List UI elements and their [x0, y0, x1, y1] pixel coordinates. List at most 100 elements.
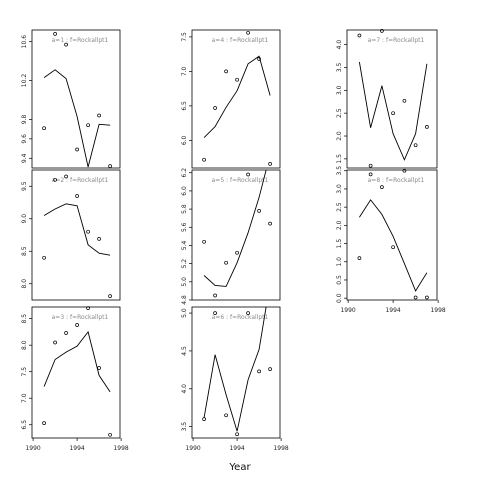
- x-tick-label: 1994: [385, 307, 400, 314]
- series-line: [203, 307, 267, 432]
- data-point: [75, 194, 79, 198]
- data-point: [246, 30, 250, 35]
- data-point: [380, 185, 384, 189]
- panel-1: a=1 : f=Rockallpt1 9.4 9.6 9.8 10.2 10.6: [21, 29, 121, 169]
- data-point: [86, 123, 90, 128]
- y-tick-label: 4.8: [181, 295, 188, 305]
- panel-title: a=7 : f=Rockallpt1: [368, 37, 425, 44]
- data-point: [64, 42, 68, 47]
- y-tick-label: 8.5: [21, 314, 28, 324]
- data-point: [53, 177, 57, 182]
- panel-title: a=3 : f=Rockallpt1: [52, 314, 109, 321]
- y-tick-label: 9.0: [21, 214, 28, 224]
- y-tick-label: 3.5: [336, 166, 343, 176]
- data-point: [235, 77, 239, 82]
- y-tick-label: 5.4: [181, 241, 188, 251]
- data-point: [357, 33, 362, 38]
- y-tick-label: 5.0: [181, 277, 188, 287]
- data-point: [202, 239, 206, 244]
- y-tick-label: 5.0: [181, 308, 188, 318]
- data-point: [86, 229, 90, 234]
- panel-frame: [346, 29, 438, 169]
- data-point: [75, 323, 79, 327]
- series-line: [43, 330, 111, 393]
- y-tick-label: 2.5: [336, 202, 343, 212]
- panel-title: a=8 : f=Rockallpt1: [368, 177, 425, 184]
- data-point: [402, 168, 407, 173]
- series-line: [203, 170, 267, 287]
- panel-frame: [31, 29, 121, 169]
- x-tick-label: 1994: [69, 445, 84, 452]
- data-point: [268, 367, 272, 371]
- chart-panels: a=1 : f=Rockallpt1 9.4 9.6 9.8 10.2 10.6 a=2 :…: [21, 29, 446, 452]
- data-point: [97, 366, 101, 370]
- data-point: [53, 32, 57, 36]
- data-point: [268, 221, 272, 226]
- panel-7: a=7 : f=Rockallpt1 1.5 2.0 2.5 3.0 3.5 4.0: [336, 29, 438, 169]
- data-point: [202, 157, 206, 162]
- y-tick-label: 8.0: [21, 340, 28, 350]
- y-tick-label: 4.0: [336, 40, 343, 50]
- y-tick-label: 0.0: [336, 293, 343, 303]
- y-tick-label: 9.5: [21, 181, 28, 191]
- panel-8: a=8 : f=Rockallpt1 0.0 0.5 1.0 1.5 2.0 2.5 3.0 3…: [336, 166, 446, 314]
- y-tick-label: 8.5: [21, 246, 28, 256]
- y-tick-label: 1.5: [336, 154, 343, 164]
- y-tick-label: 6.0: [181, 135, 188, 145]
- series-line: [43, 69, 111, 168]
- data-point: [97, 237, 101, 241]
- y-tick-label: 7.0: [181, 66, 188, 76]
- y-tick-label: 7.5: [21, 367, 28, 377]
- series-line: [43, 203, 111, 256]
- data-point: [213, 106, 217, 110]
- data-point: [235, 432, 239, 437]
- x-tick-label: 1990: [185, 445, 200, 452]
- data-point: [257, 209, 261, 213]
- y-tick-label: 5.8: [181, 204, 188, 214]
- y-tick-label: 6.5: [181, 101, 188, 111]
- data-point: [402, 98, 407, 103]
- data-point: [257, 57, 261, 61]
- data-point: [42, 421, 46, 425]
- data-point: [235, 250, 239, 255]
- y-tick-label: 6.0: [181, 186, 188, 196]
- y-tick-label: 2.0: [336, 220, 343, 230]
- data-point: [108, 164, 112, 168]
- x-tick-label: 1998: [273, 445, 288, 452]
- panel-title: a=2 : f=Rockallpt1: [52, 177, 109, 184]
- data-point: [42, 126, 46, 131]
- y-tick-label: 9.6: [21, 134, 28, 144]
- data-point: [213, 293, 217, 298]
- panel-frame: [191, 169, 281, 301]
- data-point: [213, 311, 217, 315]
- y-tick-label: 5.2: [181, 259, 188, 269]
- y-tick-label: 10.2: [21, 74, 28, 88]
- panel-frame: [191, 29, 281, 169]
- y-tick-label: 7.5: [181, 32, 188, 42]
- panel-frame: [31, 169, 121, 301]
- y-tick-label: 9.8: [21, 114, 28, 124]
- y-tick-label: 3.0: [336, 85, 343, 95]
- panel-title: a=1 : f=Rockallpt1: [52, 37, 109, 44]
- panel-6: a=6 : f=Rockallpt1 3.5 4.0 4.5 5.0 1990 1994 19…: [181, 306, 289, 452]
- y-tick-label: 8.0: [21, 279, 28, 289]
- series-line: [358, 61, 428, 161]
- data-point: [257, 369, 261, 374]
- y-tick-label: 0.5: [336, 275, 343, 285]
- data-point: [380, 29, 384, 33]
- data-point: [224, 69, 228, 74]
- y-tick-label: 6.2: [181, 168, 188, 178]
- y-tick-label: 2.0: [336, 131, 343, 141]
- data-point: [368, 163, 373, 168]
- x-tick-label: 1990: [340, 307, 355, 314]
- data-point: [53, 340, 57, 345]
- data-point: [413, 143, 418, 148]
- y-tick-label: 3.5: [181, 422, 188, 432]
- y-tick-label: 2.5: [336, 108, 343, 118]
- y-tick-label: 1.0: [336, 257, 343, 267]
- panel-title: a=5 : f=Rockallpt1: [212, 177, 269, 184]
- y-tick-label: 4.0: [181, 384, 188, 394]
- data-point: [224, 413, 228, 418]
- y-tick-label: 10.6: [21, 35, 28, 49]
- panel-2: a=2 : f=Rockallpt1 8.0 8.5 9.0 9.5: [21, 169, 121, 301]
